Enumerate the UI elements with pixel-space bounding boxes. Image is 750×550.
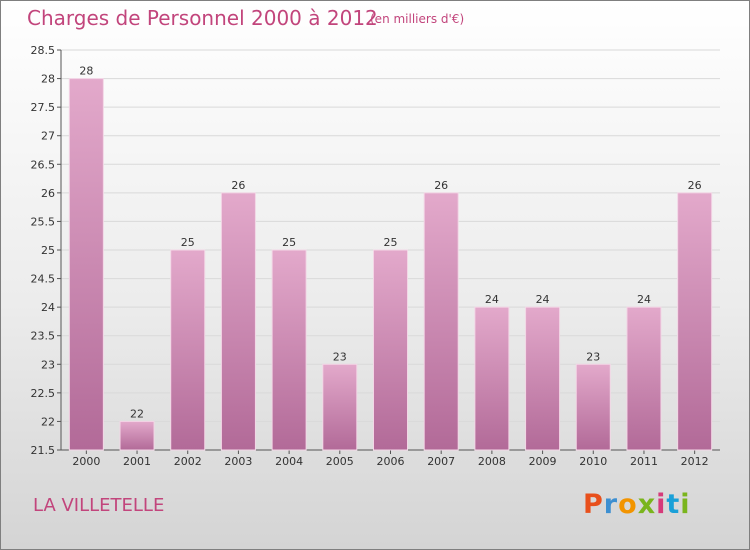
x-tick-label-2010: 2010 [579, 455, 607, 468]
bar-2001 [119, 420, 155, 451]
logo-letter: o [618, 489, 638, 520]
x-tick-label-2004: 2004 [275, 455, 303, 468]
chart-title: Charges de Personnel 2000 à 2012 [27, 6, 378, 30]
bar-2004 [271, 249, 307, 451]
y-tick-label: 22.5 [31, 387, 56, 400]
proxiti-logo[interactable]: Proxiti [583, 489, 691, 520]
y-tick-label: 28.5 [31, 44, 56, 57]
y-tick-label: 24 [41, 301, 55, 314]
location-name: LA VILLETELLE [33, 495, 165, 516]
x-tick-label-2011: 2011 [630, 455, 658, 468]
axes: 21.5 22 22.5 23 23.5 24 24.5 25 25.5 26 26.5 27 27.5… [31, 44, 720, 468]
y-tick-label: 22 [41, 415, 55, 428]
x-tick-label-2007: 2007 [427, 455, 455, 468]
value-label-2001: 22 [130, 407, 144, 420]
bar-2006 [373, 249, 408, 451]
bars [68, 78, 713, 451]
x-tick-label-2005: 2005 [326, 455, 354, 468]
bar-2010 [575, 363, 611, 451]
x-tick-label-2001: 2001 [123, 455, 151, 468]
bar-2012 [677, 192, 713, 451]
y-tick-label: 25.5 [31, 215, 56, 228]
x-tick-label-2008: 2008 [478, 455, 506, 468]
bar-2008 [474, 306, 510, 451]
value-label-2005: 23 [333, 350, 347, 363]
y-tick-label: 23 [41, 358, 55, 371]
bar-2000 [68, 78, 104, 451]
logo-letter: t [666, 489, 681, 520]
value-label-2004: 25 [282, 236, 296, 249]
value-label-2011: 24 [637, 293, 651, 306]
value-label-2002: 25 [181, 236, 195, 249]
value-label-2012: 26 [688, 179, 702, 192]
bar-2003 [220, 192, 256, 451]
x-tick-label-2002: 2002 [174, 455, 202, 468]
value-label-2008: 24 [485, 293, 499, 306]
value-label-2006: 25 [384, 236, 398, 249]
x-tick-label-2012: 2012 [681, 455, 709, 468]
chart-subtitle: (en milliers d'€) [370, 12, 465, 26]
y-tick-label: 21.5 [31, 444, 56, 457]
y-tick-label: 27 [41, 130, 55, 143]
x-tick-label-2003: 2003 [224, 455, 252, 468]
value-label-2003: 26 [231, 179, 245, 192]
logo-letter: r [603, 489, 619, 520]
bar-2009 [525, 306, 561, 451]
y-tick-label: 26.5 [31, 158, 56, 171]
value-label-2007: 26 [434, 179, 448, 192]
bar-2011 [626, 306, 662, 451]
bar-2007 [423, 192, 459, 451]
y-tick-label: 26 [41, 187, 55, 200]
logo-letter: P [583, 489, 604, 520]
value-label-2009: 24 [536, 293, 550, 306]
logo-letter: x [637, 489, 657, 520]
x-tick-label-2006: 2006 [377, 455, 405, 468]
logo-letter: i [656, 489, 667, 520]
value-label-2010: 23 [586, 350, 600, 363]
y-tick-label: 23.5 [31, 330, 56, 343]
y-tick-label: 27.5 [31, 101, 56, 114]
y-tick-label: 24.5 [31, 273, 56, 286]
x-tick-label-2009: 2009 [529, 455, 557, 468]
value-labels: 28 22 25 26 25 23 25 26 24 24 23 24 26 [79, 65, 701, 421]
logo-letter: i [680, 489, 691, 520]
value-label-2000: 28 [79, 65, 93, 78]
x-tick-label-2000: 2000 [72, 455, 100, 468]
bar-2002 [170, 249, 206, 451]
bar-2005 [322, 363, 358, 451]
y-tick-label: 28 [41, 73, 55, 86]
y-tick-label: 25 [41, 244, 55, 257]
